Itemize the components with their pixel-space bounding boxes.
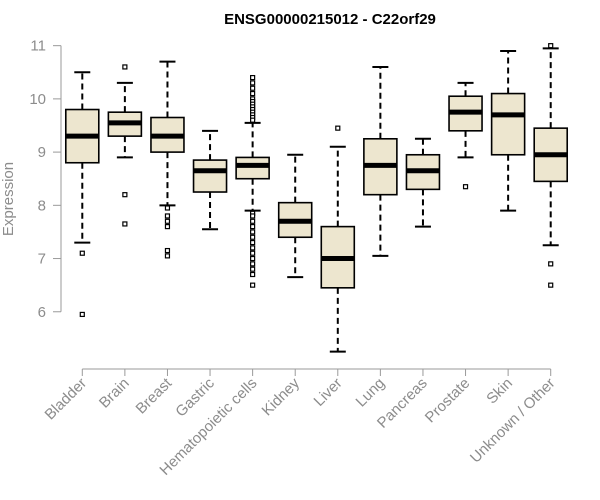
y-tick-label: 9 (38, 144, 46, 161)
y-tick-label: 11 (30, 38, 46, 55)
outlier-point (79, 250, 85, 256)
outlier-point (164, 218, 171, 224)
outlier-point (250, 218, 256, 224)
outlier-point (250, 250, 256, 256)
box-liver (320, 125, 356, 353)
x-tick-label: Prostate (422, 375, 474, 427)
x-tick-label: Skin (483, 375, 516, 408)
chart-title: ENSG00000215012 - C22orf29 (224, 11, 436, 28)
outlier-point (250, 213, 256, 219)
outlier-point (250, 245, 256, 251)
outlier-point (250, 85, 256, 91)
y-tick-label: 10 (29, 91, 46, 108)
box-bladder (64, 71, 100, 318)
y-axis-label: Expression (0, 162, 17, 236)
box-body (192, 159, 228, 193)
outlier-point (250, 234, 256, 240)
outlier-point (122, 64, 128, 70)
outlier-point (122, 192, 128, 198)
box-body (235, 156, 270, 180)
outlier-point (250, 229, 256, 235)
outlier-point (250, 266, 256, 272)
outlier-point (250, 255, 256, 262)
x-tick-label: Brain (96, 375, 133, 412)
box-hematopoietic-cells (235, 74, 270, 288)
outlier-point (250, 239, 256, 246)
outlier-point (250, 80, 256, 86)
outlier-point (548, 43, 554, 49)
box-skin (490, 49, 526, 212)
box-prostate (448, 81, 483, 190)
outlier-point (250, 74, 256, 81)
outlier-point (250, 117, 256, 123)
y-tick-label: 7 (38, 251, 46, 268)
outlier-point (164, 213, 171, 219)
outlier-point (335, 125, 341, 131)
outlier-point (250, 224, 256, 230)
box-breast (150, 60, 185, 259)
box-gastric (192, 129, 228, 231)
boxes (64, 43, 569, 353)
y-tick-label: 6 (38, 304, 46, 321)
x-tick-label: Lung (353, 375, 389, 411)
outlier-point (548, 282, 554, 288)
outlier-point (548, 261, 554, 267)
box-unknown-other (533, 43, 569, 288)
y-axis: 6 7 8 9 10 11 (29, 38, 62, 321)
outlier-point (164, 247, 171, 254)
box-body (490, 92, 526, 156)
outlier-point (250, 271, 256, 278)
outlier-point (462, 184, 469, 190)
x-tick-label: Liver (311, 375, 346, 410)
outlier-point (79, 311, 85, 318)
outlier-point (250, 90, 256, 97)
box-kidney (277, 153, 313, 279)
outlier-point (164, 205, 171, 211)
outlier-point (164, 224, 171, 230)
outlier-point (122, 221, 128, 227)
x-tick-label: Breast (133, 374, 176, 417)
box-lung (363, 65, 398, 257)
x-tick-label: Bladder (42, 375, 91, 424)
x-tick-label: Kidney (259, 374, 304, 419)
y-tick-label: 8 (38, 197, 46, 214)
outlier-point (164, 253, 171, 259)
box-pancreas (405, 137, 441, 228)
outlier-point (250, 282, 256, 288)
outlier-point (250, 261, 256, 267)
box-brain (107, 64, 143, 227)
